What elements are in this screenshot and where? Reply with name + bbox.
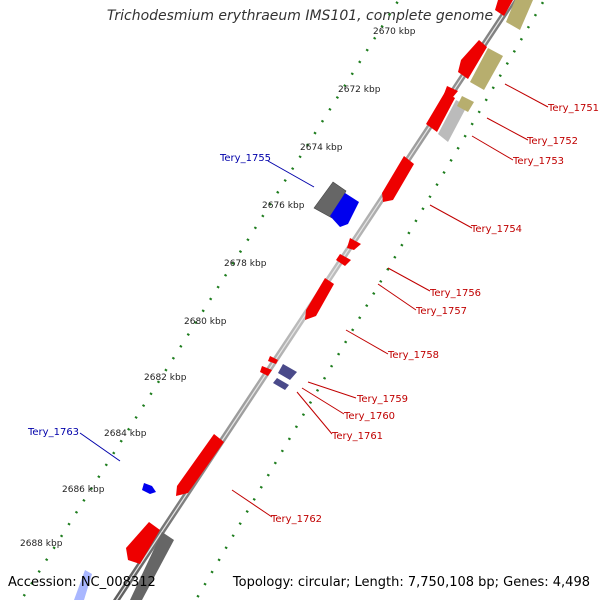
- gene-tery-1753-red[interactable]: [444, 86, 458, 97]
- gene-tery-1758[interactable]: [305, 278, 334, 320]
- reverse-genes: [126, 0, 533, 600]
- kbp-label: 2674 kbp: [300, 143, 343, 153]
- gene-tery-1755-arrow[interactable]: [330, 193, 359, 227]
- gene-tery-1756[interactable]: [347, 238, 361, 250]
- gene-block[interactable]: [74, 570, 92, 600]
- gene-labels: Tery_1751 Tery_1752 Tery_1753 Tery_1754 …: [27, 103, 599, 525]
- gene-tery-1752-gray[interactable]: [438, 100, 467, 142]
- gene-label-tery-1760[interactable]: Tery_1760: [343, 411, 395, 422]
- kbp-scale: 2670 kbp 2672 kbp 2674 kbp 2676 kbp 2678…: [20, 27, 416, 549]
- gene-label-tery-1754[interactable]: Tery_1754: [470, 224, 522, 235]
- gene-label-tery-1753[interactable]: Tery_1753: [512, 156, 564, 167]
- leader-tery-1755: [267, 160, 315, 188]
- kbp-label: 2670 kbp: [373, 27, 416, 37]
- kbp-label: 2684 kbp: [104, 429, 147, 439]
- gene-label-tery-1756[interactable]: Tery_1756: [429, 288, 481, 299]
- leader-tery-1760: [301, 387, 345, 415]
- forward-genes: [74, 181, 359, 600]
- leader-tery-1752: [486, 117, 529, 141]
- gene-label-tery-1758[interactable]: Tery_1758: [387, 350, 439, 361]
- kbp-label: 2680 kbp: [184, 317, 227, 327]
- gene-tery-1752[interactable]: [426, 92, 455, 132]
- leader-tery-1753: [471, 135, 514, 161]
- leader-tery-1763: [79, 432, 121, 462]
- gene-top-olive[interactable]: [506, 0, 533, 30]
- gene-tery-1753[interactable]: [457, 96, 474, 112]
- gene-tery-1763[interactable]: [142, 483, 156, 494]
- gene-tery-1751[interactable]: [458, 40, 487, 79]
- leader-tery-1761: [296, 391, 333, 435]
- gene-tery-1760[interactable]: [278, 364, 297, 380]
- leader-tery-1759: [307, 381, 357, 399]
- leader-tery-1756: [387, 267, 431, 292]
- leader-tery-1758: [345, 329, 389, 355]
- gene-label-tery-1762[interactable]: Tery_1762: [270, 514, 322, 525]
- gene-tery-1762[interactable]: [176, 434, 224, 496]
- gene-label-tery-1751[interactable]: Tery_1751: [547, 103, 599, 114]
- leader-tery-1762: [231, 489, 273, 518]
- genome-summary: Topology: circular; Length: 7,750,108 bp…: [232, 575, 590, 590]
- gene-label-tery-1757[interactable]: Tery_1757: [415, 306, 467, 317]
- gene-bottom-gray[interactable]: [130, 532, 174, 600]
- accession-text: Accession: NC_008312: [8, 575, 156, 590]
- gene-tery-1754[interactable]: [382, 156, 414, 202]
- gene-top-red[interactable]: [495, 0, 513, 16]
- leader-tery-1757: [377, 283, 417, 311]
- kbp-label: 2682 kbp: [144, 373, 187, 383]
- gene-tery-1751-olive[interactable]: [470, 48, 503, 90]
- kbp-label: 2672 kbp: [338, 85, 381, 95]
- leader-lines: [79, 83, 549, 518]
- kbp-label: 2686 kbp: [62, 485, 105, 495]
- kbp-label: 2676 kbp: [262, 201, 305, 211]
- gene-tery-1759-b[interactable]: [260, 366, 272, 376]
- map-title: Trichodesmium erythraeum IMS101, complet…: [106, 8, 494, 24]
- kbp-label: 2688 kbp: [20, 539, 63, 549]
- gene-label-tery-1761[interactable]: Tery_1761: [331, 431, 383, 442]
- gene-label-tery-1752[interactable]: Tery_1752: [526, 136, 578, 147]
- gene-label-tery-1755[interactable]: Tery_1755: [219, 153, 271, 164]
- gene-label-tery-1759[interactable]: Tery_1759: [356, 394, 408, 405]
- kbp-label: 2678 kbp: [224, 259, 267, 269]
- gene-label-tery-1763[interactable]: Tery_1763: [27, 427, 79, 438]
- gene-tery-1761[interactable]: [273, 378, 289, 390]
- leader-tery-1754: [429, 204, 473, 229]
- gene-bottom-red[interactable]: [126, 522, 160, 564]
- gene-tery-1759[interactable]: [268, 356, 278, 364]
- gene-tery-1757[interactable]: [336, 254, 351, 266]
- leader-tery-1751: [504, 83, 549, 108]
